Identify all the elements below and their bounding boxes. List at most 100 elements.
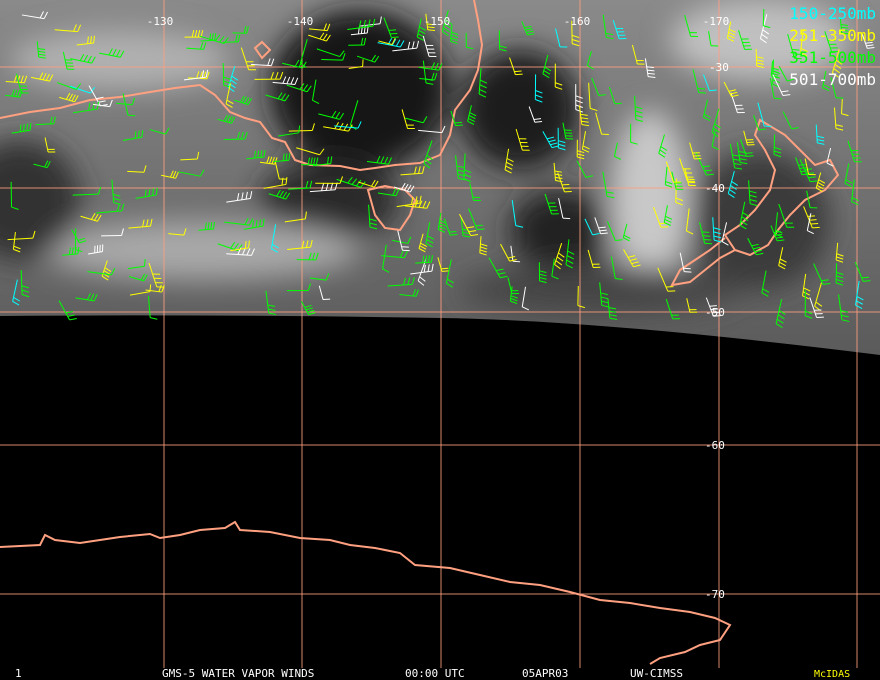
barb-feather: [836, 271, 844, 275]
barb-staff: [316, 48, 340, 58]
wind-barb: [233, 95, 252, 106]
barb-feather: [851, 197, 859, 202]
barb-feather: [665, 215, 673, 220]
wind-barb: [246, 149, 266, 160]
wind-barb: [769, 78, 782, 100]
barb-feather: [143, 274, 148, 282]
barb-feather: [728, 31, 736, 36]
barb-feather: [14, 89, 18, 97]
wind-barb: [528, 106, 543, 123]
barb-feather: [855, 304, 863, 310]
wind-barb: [184, 30, 204, 38]
barb-feather: [506, 161, 514, 166]
wind-barb: [822, 70, 830, 92]
wind-barb: [782, 111, 799, 130]
wind-barb: [309, 182, 338, 193]
wind-barb: [613, 142, 622, 160]
wind-barb: [838, 294, 850, 322]
wind-barb: [587, 249, 601, 268]
coastline: [0, 520, 732, 665]
wind-barb: [101, 228, 124, 237]
barb-feather: [509, 259, 517, 262]
barb-feather: [138, 130, 140, 138]
wind-barb: [727, 170, 738, 199]
barb-feather: [739, 161, 748, 165]
barb-feather: [761, 33, 768, 39]
barb-staff: [274, 162, 280, 180]
barb-feather: [805, 315, 813, 319]
barb-feather: [143, 259, 146, 267]
wind-barb: [608, 86, 622, 105]
wind-barb: [381, 250, 408, 259]
barb-feather: [244, 217, 249, 225]
barb-feather: [763, 25, 771, 29]
barb-feather: [416, 40, 420, 49]
wind-barb: [803, 206, 820, 229]
barb-feather: [298, 125, 301, 133]
barb-feather: [826, 162, 834, 167]
barb-feather: [665, 181, 673, 185]
barb-feather: [119, 50, 125, 58]
wind-barb: [702, 99, 711, 122]
wind-barb: [383, 17, 399, 38]
barb-feather: [83, 54, 89, 62]
wind-barb: [116, 97, 136, 106]
barb-feather: [88, 103, 91, 111]
barb-feather: [77, 237, 86, 241]
barb-feather: [598, 226, 606, 229]
barb-feather: [21, 285, 29, 289]
wind-barb: [72, 186, 102, 196]
wind-barb: [703, 74, 717, 92]
product-name: GMS-5 WATER VAPOR WINDS: [162, 667, 314, 680]
barb-feather: [706, 173, 714, 176]
barb-feather: [467, 120, 475, 125]
barb-feather: [245, 97, 250, 105]
barb-feather: [19, 124, 22, 132]
barb-feather: [499, 48, 507, 52]
barb-feather: [449, 230, 457, 233]
barb-feather: [504, 169, 512, 174]
barb-feather: [556, 256, 564, 262]
barb-feather: [65, 92, 71, 100]
barb-feather: [38, 50, 46, 53]
barb-feather: [635, 114, 643, 118]
wind-barb: [400, 165, 425, 176]
wind-barb: [806, 213, 814, 235]
wind-barb: [515, 128, 530, 151]
barb-feather: [86, 293, 91, 301]
wind-barb: [437, 257, 450, 272]
barb-feather: [506, 158, 514, 163]
barb-feather: [323, 23, 327, 31]
wind-barb: [356, 54, 380, 63]
barb-feather: [816, 139, 825, 142]
wind-barb: [405, 116, 428, 124]
wind-barb: [70, 54, 96, 64]
wind-barb: [259, 156, 278, 165]
legend: 150-250mb 251-350mb 351-500mb 501-700mb: [789, 4, 876, 89]
wind-barb: [500, 243, 517, 262]
barb-feather: [294, 59, 300, 67]
barb-staff: [223, 138, 246, 141]
barb-feather: [304, 304, 312, 308]
barb-feather: [727, 37, 735, 42]
barb-feather: [575, 99, 583, 104]
barb-feather: [742, 212, 750, 217]
wind-barb: [644, 58, 656, 78]
barb-feather: [196, 151, 200, 160]
wind-barb: [679, 252, 692, 273]
barb-feather: [434, 62, 439, 70]
barb-feather: [479, 252, 487, 256]
barb-feather: [116, 203, 120, 212]
barb-feather: [249, 191, 253, 199]
wind-barb: [399, 289, 419, 297]
barb-feather: [38, 56, 46, 59]
wind-barb: [225, 83, 234, 108]
barb-feather: [558, 140, 566, 144]
barb-feather: [197, 30, 201, 38]
barb-feather: [804, 168, 813, 171]
barb-feather: [415, 196, 418, 204]
barb-feather: [325, 273, 330, 281]
wind-barb: [671, 171, 684, 190]
barb-feather: [169, 170, 174, 178]
barb-feather: [522, 306, 530, 311]
